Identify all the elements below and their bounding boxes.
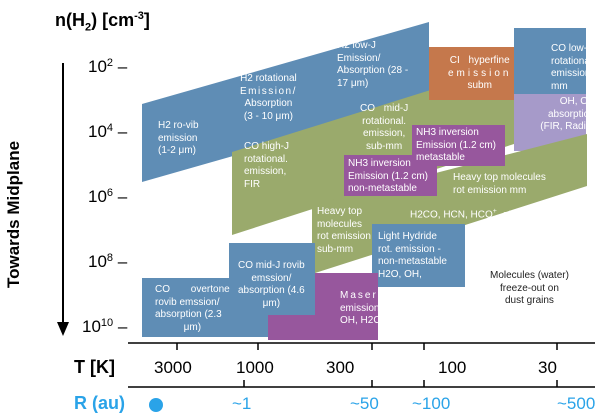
t-tick-label: 1000 [236,358,274,377]
label-ci: CI hyperfine emission subm [448,55,512,91]
t-tick-label: 100 [438,358,467,377]
y-axis-label: Towards Midplane [4,140,23,288]
region-light-hydride [372,224,465,287]
y-tick-label: 104 – [88,122,128,141]
label-molecule-species: H2CO, HCN, HCO+, etc [410,208,516,221]
label-co-midj-rovib: CO mid-J rovib emssion/ absorption (4.6 … [238,260,305,309]
label-co-midj-sub: CO mid-J rotational. emission, sub-mm [360,103,409,152]
r-tick-label: ~500 [557,394,596,413]
label-h2-rotational: H2 rotational Emission/ Absorption (3 - … [240,73,297,122]
region-co-lowj [514,28,586,94]
t-tick-label: 300 [326,358,355,377]
t-tick-label: 30 [538,358,557,377]
r-tick-label: ~100 [412,394,451,413]
label-co-lowj: CO low-J rotational. emission, mm [551,43,595,92]
nh2-axis-title: n(H2) [cm-3] [55,10,150,34]
y-tick-label: 108 – [88,252,128,271]
y-tick-label: 102 – [88,57,128,76]
t-axis-label: T [K] [74,357,115,377]
label-h2-lowj: H2 low-J Emission/ Absorption (28 - 17 μ… [337,40,409,89]
r-tick-label: ~50 [350,394,379,413]
label-heavy-top-mm: Heavy top molecules rot emission mm [453,172,546,196]
label-nh3-nonmetastable: NH3 inversion Emission (1.2 cm) non-meta… [348,158,429,194]
region-co-overtone [142,278,268,337]
label-nh3-metastable: NH3 inversion Emission (1.2 cm) metastab… [416,127,497,163]
r-axis-label: R (au) [74,393,125,413]
label-freeze-out: Molecules (water) freeze-out on dust gra… [490,270,569,306]
t-tick-label: 3000 [154,358,192,377]
r-origin-marker [149,398,163,412]
label-co-highj: CO high-J rotational. emission, FIR [244,141,290,190]
label-light-hydride: Light Hydride rot. emission - non-metast… [378,231,447,280]
region-co-band [232,64,514,235]
y-tick-label: 106 – [88,187,128,206]
label-co-overtone: CO overtone rovib emssion/ absorption (2… [155,284,230,333]
label-h2-rovib: H2 ro-vib emission (1-2 μm) [158,120,199,156]
label-maser: Maser emission OH, H2O [340,290,382,326]
label-oh-ch: OH, CH absorption (FIR, Radio) [540,96,595,132]
y-tick-label: 1010 – [82,317,128,336]
region-ci [429,47,514,100]
region-nh3-nonmeta [344,155,437,196]
label-heavy-top-submm: Heavy top molecules rot emission sub-mm [317,206,371,255]
midplane-arrow-head [57,322,69,336]
r-tick-label: ~1 [232,394,252,413]
region-h2-band [142,22,429,182]
